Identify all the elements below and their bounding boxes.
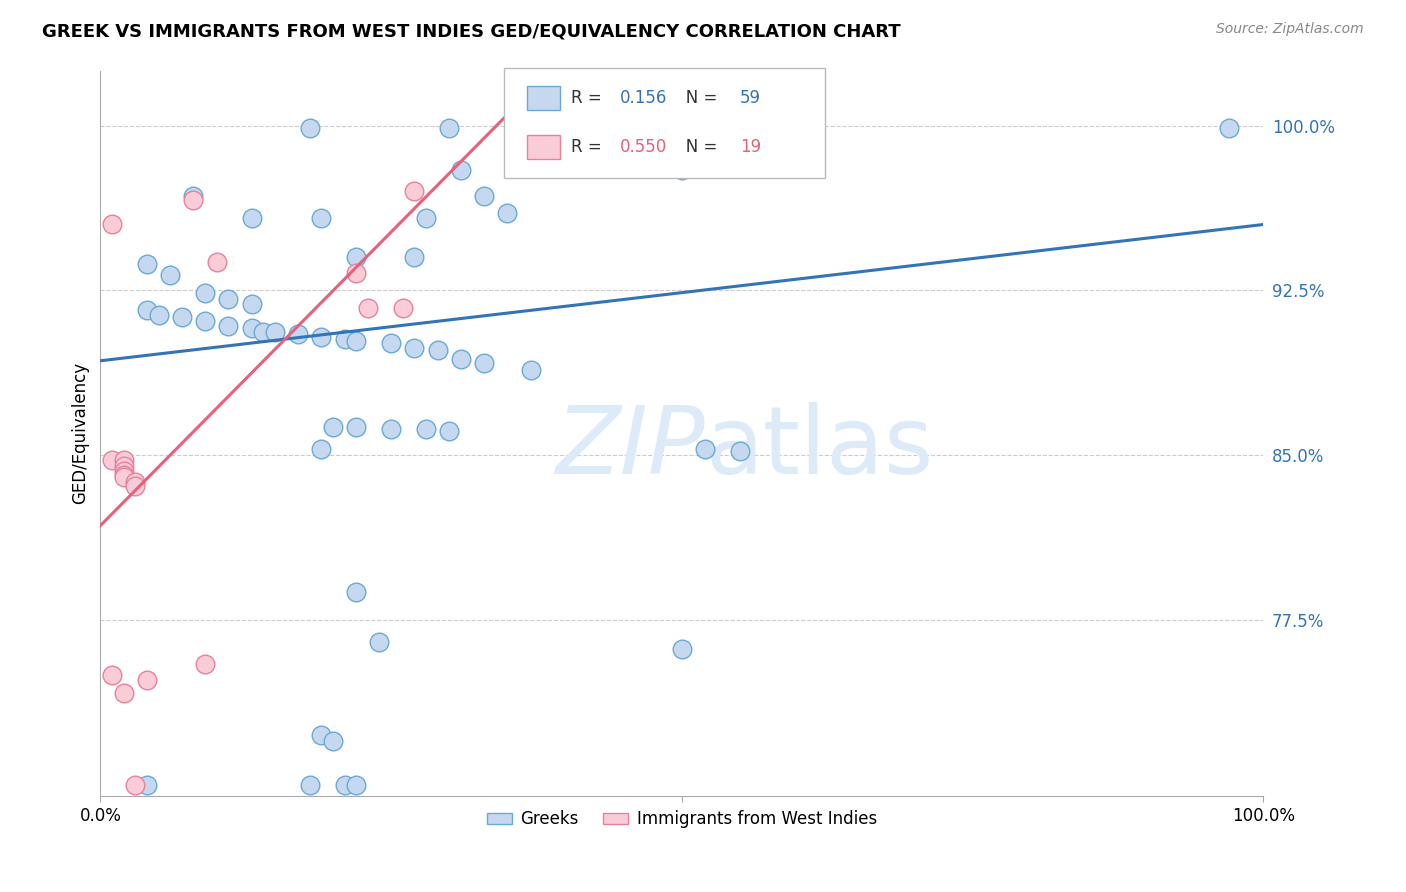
Point xyxy=(311,329,333,343)
Text: 0.156: 0.156 xyxy=(620,89,668,107)
Point xyxy=(671,162,693,177)
Point xyxy=(194,285,217,300)
Point xyxy=(240,320,263,334)
Point xyxy=(159,268,181,282)
Point xyxy=(298,778,321,792)
Point xyxy=(439,120,461,135)
Point xyxy=(333,778,356,792)
Point xyxy=(112,452,135,467)
Point xyxy=(415,422,437,436)
Point xyxy=(344,778,367,792)
Point xyxy=(439,424,461,438)
Text: R =: R = xyxy=(571,138,613,156)
FancyBboxPatch shape xyxy=(503,69,825,178)
Point xyxy=(671,641,693,656)
Point xyxy=(380,422,402,436)
Point xyxy=(124,778,146,792)
Point xyxy=(333,332,356,346)
Point xyxy=(695,442,717,456)
Text: N =: N = xyxy=(671,138,723,156)
Point xyxy=(101,668,124,682)
Point xyxy=(183,189,205,203)
Point xyxy=(322,419,344,434)
Point xyxy=(217,318,239,333)
Point xyxy=(135,303,157,318)
Point xyxy=(450,162,472,177)
Text: ZIP: ZIP xyxy=(555,402,706,493)
Point xyxy=(404,341,426,355)
Point xyxy=(240,211,263,225)
Point xyxy=(135,673,157,687)
Point xyxy=(170,310,193,324)
Point xyxy=(728,444,751,458)
Point xyxy=(344,266,367,280)
Point xyxy=(450,351,472,366)
Text: R =: R = xyxy=(571,89,613,107)
Point xyxy=(344,251,367,265)
Point xyxy=(112,468,135,483)
Bar xyxy=(527,135,560,159)
Point xyxy=(194,314,217,328)
Point xyxy=(311,442,333,456)
Text: N =: N = xyxy=(671,89,723,107)
Point xyxy=(205,255,228,269)
Point xyxy=(391,301,413,315)
Point xyxy=(124,475,146,489)
Legend: Greeks, Immigrants from West Indies: Greeks, Immigrants from West Indies xyxy=(479,804,884,835)
Point xyxy=(1218,120,1240,135)
Text: atlas: atlas xyxy=(706,401,934,494)
Point xyxy=(311,727,333,741)
Point xyxy=(404,185,426,199)
Point xyxy=(344,334,367,348)
Point xyxy=(380,336,402,351)
Point xyxy=(472,189,495,203)
Point xyxy=(101,218,124,232)
Point xyxy=(496,206,519,220)
Point xyxy=(112,686,135,700)
Point xyxy=(426,343,449,357)
Text: 19: 19 xyxy=(740,138,761,156)
Point xyxy=(112,459,135,474)
Point xyxy=(344,584,367,599)
Text: 59: 59 xyxy=(740,89,761,107)
Point xyxy=(135,257,157,271)
Point xyxy=(183,194,205,208)
Point xyxy=(194,657,217,672)
Point xyxy=(148,308,170,322)
Point xyxy=(101,452,124,467)
Point xyxy=(311,211,333,225)
Point xyxy=(263,325,285,339)
Point xyxy=(287,327,309,342)
Point xyxy=(368,635,391,649)
Bar xyxy=(527,86,560,110)
Point xyxy=(135,778,157,792)
Text: GREEK VS IMMIGRANTS FROM WEST INDIES GED/EQUIVALENCY CORRELATION CHART: GREEK VS IMMIGRANTS FROM WEST INDIES GED… xyxy=(42,22,901,40)
Point xyxy=(112,464,135,478)
Point xyxy=(519,362,541,376)
Point xyxy=(112,470,135,484)
Point xyxy=(472,356,495,370)
Point xyxy=(124,479,146,493)
Point xyxy=(217,292,239,306)
Point xyxy=(322,734,344,748)
Point xyxy=(240,296,263,310)
Text: 0.550: 0.550 xyxy=(620,138,668,156)
Text: Source: ZipAtlas.com: Source: ZipAtlas.com xyxy=(1216,22,1364,37)
Point xyxy=(357,301,380,315)
Point xyxy=(344,419,367,434)
Point xyxy=(252,325,274,339)
Point xyxy=(415,211,437,225)
Point xyxy=(298,120,321,135)
Point xyxy=(404,251,426,265)
Y-axis label: GED/Equivalency: GED/Equivalency xyxy=(72,362,89,504)
